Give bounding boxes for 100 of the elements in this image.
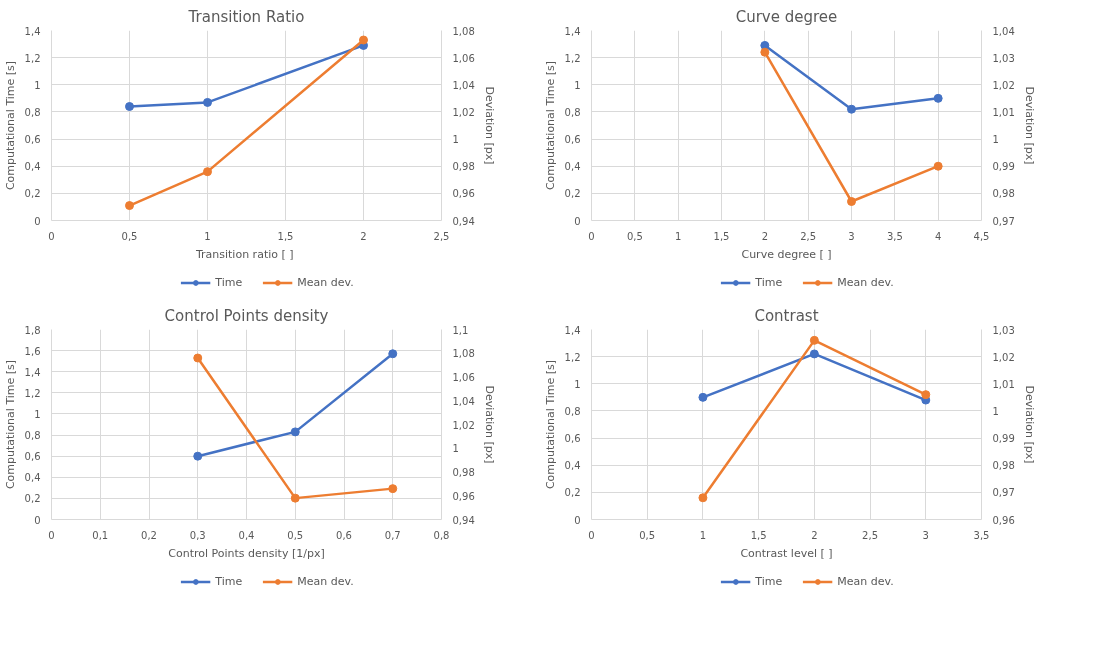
x-tick-label: 0,1 <box>92 529 109 541</box>
legend-label: Time <box>755 275 783 289</box>
point <box>290 493 300 503</box>
y-tick-label: 0,2 <box>24 493 41 505</box>
y2-tick-label: 0,94 <box>452 215 475 227</box>
y-axis-title: Computational Time [s] <box>3 60 17 191</box>
x-tick-label: 4,5 <box>973 230 990 242</box>
x-tick-label: 0 <box>588 529 595 541</box>
point <box>933 161 943 171</box>
point <box>698 392 708 402</box>
y-tick-label: 0,4 <box>24 472 41 484</box>
point <box>933 93 943 103</box>
x-tick-label: 0,3 <box>189 529 206 541</box>
y-tick-label: 1,8 <box>24 324 41 336</box>
x-tick-label: 1 <box>699 529 707 541</box>
x-tick-label: 0,6 <box>336 529 352 541</box>
x-tick-label: 0,5 <box>626 230 643 242</box>
point <box>921 390 931 400</box>
legend-label: Mean dev. <box>837 574 894 588</box>
y2-tick-label: 0,98 <box>992 460 1015 472</box>
y2-tick-label: 1,08 <box>452 348 475 360</box>
y-tick-label: 1,4 <box>24 25 41 37</box>
y-tick-label: 0,6 <box>564 134 581 146</box>
y2-tick-label: 0,97 <box>992 487 1015 499</box>
y2-tick-label: 1,08 <box>452 25 475 37</box>
y-tick-label: 1,2 <box>24 387 41 399</box>
y-tick-label: 0,6 <box>24 451 41 463</box>
x-tick-label: 0 <box>48 230 55 242</box>
y2-axis-title: Deviation [px] <box>1022 86 1036 165</box>
y2-tick-label: 0,98 <box>452 467 475 478</box>
y-tick-label: 0 <box>34 215 41 227</box>
y-tick-label: 0,8 <box>564 106 581 118</box>
y-tick-label: 1,2 <box>24 52 41 64</box>
y2-tick-label: 0,99 <box>992 161 1015 173</box>
x-tick-label: 2,5 <box>433 230 450 242</box>
x-tick-label: 1,5 <box>750 529 767 541</box>
x-axis-title: Curve degree [ ] <box>741 247 832 261</box>
y2-tick-label: 1 <box>992 134 999 146</box>
y-tick-label: 1,2 <box>564 52 581 64</box>
legend-label: Time <box>755 574 783 588</box>
y2-tick-label: 1,03 <box>992 324 1015 336</box>
y2-tick-label: 1,02 <box>452 419 475 431</box>
x-tick-label: 0 <box>588 230 595 242</box>
chart-title: Transition Ratio <box>187 7 305 26</box>
y2-tick-label: 0,94 <box>452 514 475 526</box>
x-tick-label: 3 <box>848 230 855 242</box>
y-tick-label: 0 <box>34 514 41 526</box>
y-tick-label: 1 <box>574 378 581 390</box>
x-tick-label: 3,5 <box>886 230 903 242</box>
legend-label: Time <box>215 275 243 289</box>
point <box>203 167 212 177</box>
y-tick-label: 0,8 <box>24 106 41 118</box>
y-tick-label: 0,4 <box>564 161 581 173</box>
y2-tick-label: 0,98 <box>992 188 1015 200</box>
point <box>203 97 212 107</box>
y-tick-label: 0,6 <box>24 134 41 146</box>
x-tick-label: 0 <box>48 529 55 541</box>
x-tick-label: 4 <box>934 230 942 242</box>
y-tick-label: 1,4 <box>24 366 41 378</box>
x-tick-label: 0,2 <box>141 529 157 541</box>
x-tick-label: 2,5 <box>862 529 879 541</box>
y2-axis-title: Deviation [px] <box>482 385 496 464</box>
y-tick-label: 1 <box>34 408 41 420</box>
legend-label: Mean dev. <box>297 275 354 289</box>
x-tick-label: 1,5 <box>713 230 730 242</box>
y2-tick-label: 1,01 <box>992 106 1015 118</box>
y-tick-label: 0,2 <box>564 188 581 200</box>
y-tick-label: 0 <box>574 514 581 526</box>
y2-tick-label: 0,96 <box>992 514 1015 526</box>
y-tick-label: 0,4 <box>564 460 581 472</box>
x-tick-label: 1 <box>204 230 211 242</box>
point <box>359 35 368 45</box>
y-tick-label: 1 <box>34 79 41 91</box>
y-tick-label: 0,8 <box>564 405 581 417</box>
y2-tick-label: 1,04 <box>992 25 1015 37</box>
point <box>809 349 819 359</box>
point <box>388 484 398 494</box>
x-axis-title: Contrast level [ ] <box>740 546 833 560</box>
point <box>290 427 300 437</box>
point <box>698 493 708 503</box>
x-tick-label: 1,5 <box>277 230 294 242</box>
y-axis-title: Computational Time [s] <box>543 60 557 191</box>
point <box>760 40 770 50</box>
x-tick-label: 2 <box>360 230 367 242</box>
point <box>193 353 203 363</box>
x-tick-label: 0,5 <box>287 529 304 541</box>
x-tick-label: 0,4 <box>238 529 255 541</box>
legend-label: Time <box>215 574 243 588</box>
point <box>193 451 203 461</box>
y-tick-label: 0,2 <box>24 188 41 200</box>
y-tick-label: 0,6 <box>564 433 581 445</box>
y-tick-label: 0,2 <box>564 487 581 499</box>
x-tick-label: 1 <box>674 230 682 242</box>
point <box>847 104 856 114</box>
x-tick-label: 2 <box>811 529 818 541</box>
x-tick-label: 3,5 <box>973 529 990 541</box>
y2-tick-label: 0,98 <box>452 161 475 173</box>
point <box>125 201 134 211</box>
legend-label: Mean dev. <box>297 574 354 588</box>
y2-tick-label: 0,96 <box>452 188 475 200</box>
